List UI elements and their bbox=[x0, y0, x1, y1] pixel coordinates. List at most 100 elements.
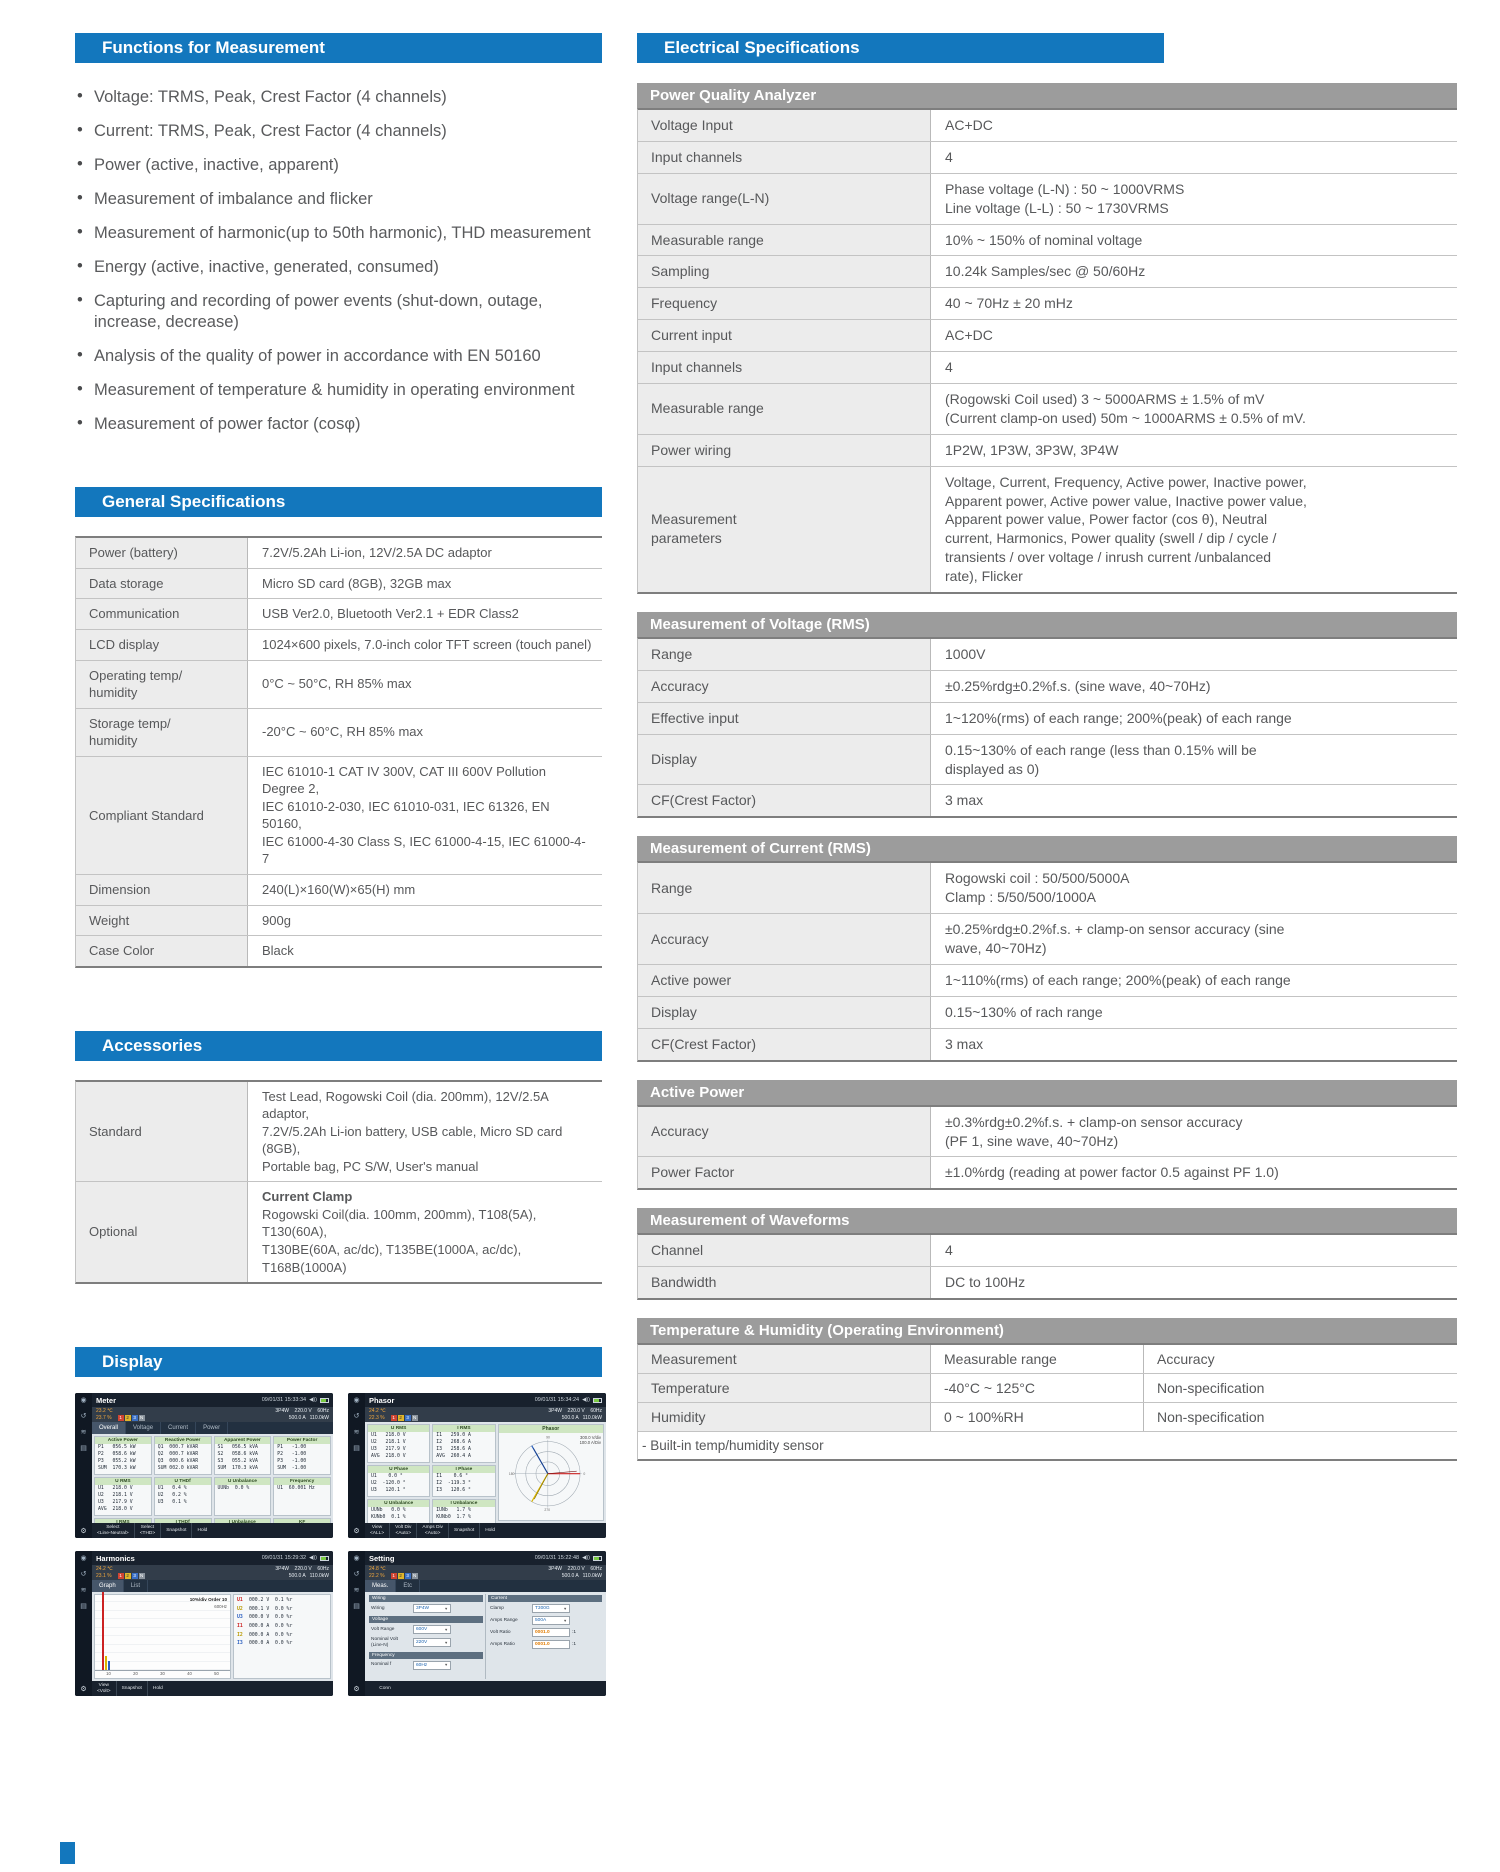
channel-chip: N bbox=[138, 1415, 145, 1422]
mini-table-title: I Phase bbox=[433, 1465, 495, 1473]
sidebar-nav-icon[interactable]: ↺ bbox=[353, 1571, 360, 1579]
softkey-button[interactable]: Hold bbox=[197, 1527, 208, 1533]
softkey-button[interactable]: View <ALL> bbox=[365, 1523, 391, 1539]
field-label: Amps Range bbox=[490, 1617, 518, 1623]
softkey-button[interactable]: View <Volt> bbox=[92, 1681, 117, 1697]
spec-label: Channel bbox=[638, 1235, 931, 1267]
amps-ratio-input[interactable]: 0001.0 bbox=[532, 1640, 570, 1650]
sidebar-nav-icon[interactable]: ↺ bbox=[80, 1413, 87, 1421]
softkey-button[interactable]: Select <THD> bbox=[135, 1523, 162, 1539]
softkey-button[interactable]: Snapshot bbox=[161, 1523, 193, 1539]
subsection-header-pqa: Power Quality Analyzer bbox=[637, 83, 1457, 108]
meter-readings-grid: Active Power P1 056.5 kW P2 058.6 kW P3 … bbox=[92, 1434, 333, 1524]
dropdown-value: 60Hz bbox=[416, 1662, 428, 1668]
table-row: Temperature -40°C ~ 125°C Non-specificat… bbox=[638, 1373, 1457, 1403]
sidebar-nav-icon[interactable]: ▤ bbox=[353, 1445, 360, 1453]
softkey-button[interactable]: Snapshot bbox=[449, 1523, 481, 1539]
spec-label: Accuracy bbox=[638, 670, 931, 702]
sidebar-nav-icon[interactable]: ◉ bbox=[80, 1555, 87, 1563]
column-header: Accuracy bbox=[1157, 1351, 1215, 1368]
sidebar-nav-icon[interactable]: ▤ bbox=[80, 1603, 87, 1611]
softkey-button[interactable]: Snapshot bbox=[117, 1681, 148, 1697]
sidebar-nav-icon[interactable]: ≋ bbox=[80, 1587, 87, 1595]
accessories-table: Standard Test Lead, Rogowski Coil (dia. … bbox=[75, 1079, 602, 1285]
table-row: Operating temp/ humidity 0°C ~ 50°C, RH … bbox=[76, 659, 602, 708]
nominal-volt-dropdown[interactable]: 220V ▼ bbox=[413, 1638, 451, 1648]
tab[interactable]: Power bbox=[196, 1422, 229, 1435]
field-label: Volt Range bbox=[371, 1626, 395, 1632]
measurement-cell: Humidity bbox=[638, 1403, 931, 1432]
tab[interactable]: List bbox=[124, 1580, 149, 1593]
column-header: Measurable range bbox=[931, 1345, 1144, 1374]
sidebar-nav-icon[interactable]: ◉ bbox=[80, 1397, 87, 1405]
amps-range-dropdown[interactable]: 500A ▼ bbox=[532, 1616, 570, 1626]
table-row: Range 1000V bbox=[638, 639, 1457, 670]
tab[interactable]: Etc bbox=[396, 1580, 421, 1593]
sidebar-nav-icon[interactable]: ≋ bbox=[353, 1587, 360, 1595]
table-row: Accuracy ±0.25%rdg±0.2%f.s. (sine wave, … bbox=[638, 669, 1457, 702]
sidebar-nav-icon[interactable]: ▤ bbox=[353, 1603, 360, 1611]
range-cell: 0 ~ 100%RH bbox=[931, 1403, 1144, 1432]
conn-button[interactable]: Conn bbox=[379, 1685, 391, 1691]
gear-icon[interactable]: ⚙ bbox=[353, 1528, 360, 1536]
table-row: Current input AC+DC bbox=[638, 319, 1457, 352]
softkey-button[interactable]: Hold bbox=[152, 1685, 163, 1691]
tab[interactable]: Overall bbox=[92, 1422, 127, 1435]
mini-table-values: P1 -1.00 P2 -1.00 P3 -1.00 SUM -1.00 bbox=[277, 1445, 307, 1471]
spec-value: 10% ~ 150% of nominal voltage bbox=[945, 231, 1143, 248]
tab[interactable]: Meas. bbox=[365, 1580, 397, 1593]
sidebar-nav-icon[interactable]: ◉ bbox=[353, 1555, 360, 1563]
volt-range-dropdown[interactable]: 600V ▼ bbox=[413, 1625, 451, 1635]
softkey-button[interactable]: Amps Div <Auto> bbox=[417, 1523, 449, 1539]
tab[interactable]: Voltage bbox=[126, 1422, 162, 1435]
clamp-dropdown[interactable]: T300G ▼ bbox=[532, 1604, 570, 1614]
function-list-item: Capturing and recording of power events … bbox=[77, 290, 602, 334]
mini-table-title: U RMS bbox=[95, 1477, 151, 1485]
sidebar-nav-icon[interactable]: ◉ bbox=[353, 1397, 360, 1405]
sidebar-nav-icon[interactable]: ▤ bbox=[80, 1445, 87, 1453]
tab[interactable]: Current bbox=[161, 1422, 197, 1435]
datetime-label: 09/01/31 15:22:48 bbox=[534, 1555, 580, 1562]
spec-label: Optional bbox=[76, 1182, 248, 1283]
gear-icon[interactable]: ⚙ bbox=[80, 1686, 87, 1694]
volt-ratio-input[interactable]: 0001.0 bbox=[532, 1628, 570, 1638]
harmonics-values-panel: U1 000.2 V 0.1 %r U2 000.1 V 0.0 %r bbox=[233, 1594, 331, 1680]
spec-value: 0.15~130% of each range (less than 0.15%… bbox=[945, 741, 1257, 777]
input-value: 0001.0 bbox=[535, 1642, 550, 1648]
sidebar-nav-icon[interactable]: ≋ bbox=[80, 1429, 87, 1437]
field-label: Clamp bbox=[490, 1605, 504, 1611]
battery-icon bbox=[320, 1555, 329, 1561]
wiring-dropdown[interactable]: 3P4W ▼ bbox=[413, 1604, 451, 1614]
field-wiring: Wiring 3P4W ▼ bbox=[371, 1604, 483, 1614]
table-footnote: - Built-in temp/humidity sensor bbox=[638, 1431, 1457, 1459]
sidebar-nav-icon[interactable]: ≋ bbox=[353, 1429, 360, 1437]
spec-value-text: Rogowski Coil(dia. 100mm, 200mm), T108(5… bbox=[262, 1206, 537, 1275]
mini-table-title: I THDf bbox=[154, 1518, 211, 1524]
gear-icon[interactable]: ⚙ bbox=[353, 1686, 360, 1694]
softkey-button[interactable]: Volt Div <Auto> bbox=[390, 1523, 418, 1539]
mini-table-title: Apparent Power bbox=[214, 1437, 271, 1445]
mini-table-values: IUNb 1.7 % KUNb0 1.7 % bbox=[436, 1507, 471, 1520]
channel-chip: 3 bbox=[404, 1573, 411, 1580]
mini-table-title: Power Factor bbox=[274, 1437, 330, 1445]
subsection-header-temp-humidity: Temperature & Humidity (Operating Enviro… bbox=[637, 1318, 1457, 1344]
mini-table: Active Power P1 056.5 kW P2 058.6 kW P3 … bbox=[94, 1436, 152, 1475]
spec-label: Input channels bbox=[638, 141, 931, 173]
softkey-button[interactable]: Select <Line-Neutral> bbox=[92, 1523, 135, 1539]
mini-table-title: U Phase bbox=[368, 1465, 430, 1473]
softkey-button[interactable]: Hold bbox=[485, 1527, 496, 1533]
tab[interactable]: Graph bbox=[92, 1580, 124, 1593]
wiring-readout: 3P4W 220.0 V 60Hz bbox=[548, 1407, 602, 1414]
table-row: Accuracy ±0.25%rdg±0.2%f.s. + clamp-on s… bbox=[638, 913, 1457, 964]
table-row: Measurement parameters Voltage, Current,… bbox=[638, 465, 1457, 593]
accuracy-cell: Non-specification bbox=[1157, 1380, 1265, 1397]
nominal-f-dropdown[interactable]: 60Hz ▼ bbox=[413, 1660, 451, 1670]
field-nominal-f: Nominal f 60Hz ▼ bbox=[371, 1660, 483, 1670]
sidebar-nav-icon[interactable]: ↺ bbox=[80, 1571, 87, 1579]
table-row: Active power 1~110%(rms) of each range; … bbox=[638, 963, 1457, 996]
sidebar-nav-icon[interactable]: ↺ bbox=[353, 1413, 360, 1421]
gear-icon[interactable]: ⚙ bbox=[80, 1528, 87, 1536]
spec-value: 1000V bbox=[945, 646, 986, 663]
spec-label: Standard bbox=[76, 1081, 248, 1182]
channel-value: 000.0 A bbox=[249, 1641, 270, 1647]
